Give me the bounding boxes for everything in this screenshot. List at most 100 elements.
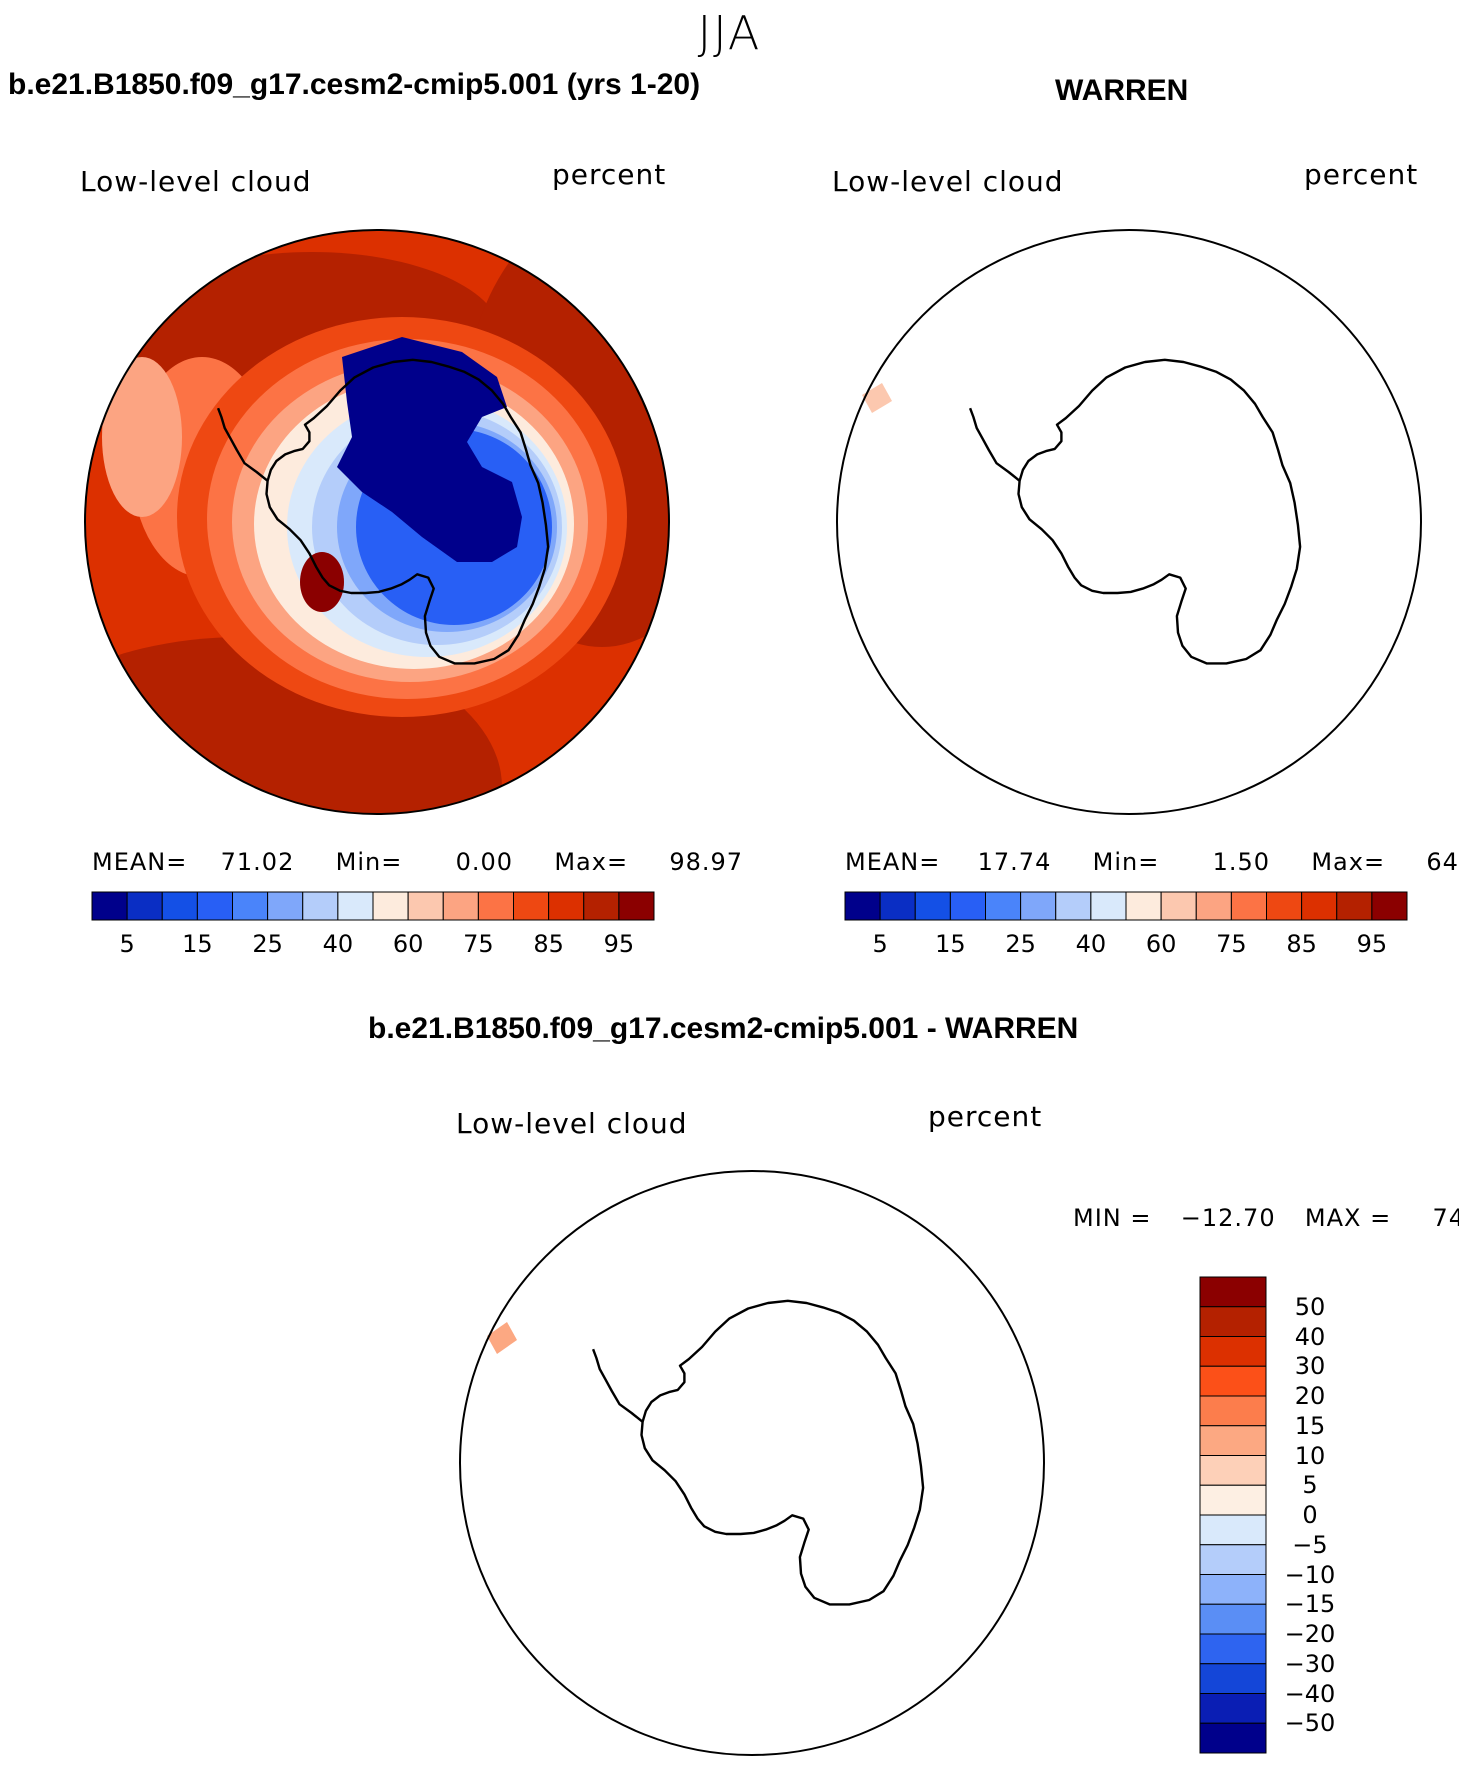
model-map	[84, 229, 670, 815]
diff-max-label: MAX =	[1304, 1204, 1392, 1232]
colorbar-swatch	[1199, 1425, 1267, 1456]
model-max-label: Max=	[554, 848, 629, 876]
colorbar-tick-label: 75	[1216, 930, 1247, 958]
diff-max-value: 74.19	[1432, 1204, 1459, 1232]
colorbar-tick-label: 75	[463, 930, 494, 958]
colorbar-swatch	[1199, 1574, 1267, 1605]
colorbar-swatch	[302, 891, 339, 921]
colorbar-swatch	[1020, 891, 1057, 921]
antarctica-coastline	[1017, 358, 1302, 665]
model-min-label: Min=	[335, 848, 403, 876]
colorbar-tick-label: 95	[1356, 930, 1388, 958]
obs-panel-title: WARREN	[1055, 74, 1189, 107]
map-border	[84, 229, 670, 815]
colorbar-tick-label: 10	[1294, 1441, 1326, 1470]
colorbar-swatch	[407, 891, 444, 921]
colorbar-tick-label: 5	[1302, 1471, 1318, 1500]
interior-minimum	[337, 337, 522, 562]
obs-max-label: Max=	[1311, 848, 1386, 876]
colorbar-swatch	[583, 891, 620, 921]
colorbar-tick-label: −40	[1284, 1679, 1336, 1708]
colorbar-tick-label: 5	[119, 930, 135, 958]
model-units-label: percent	[552, 158, 667, 191]
model-field-label: Low-level cloud	[80, 165, 312, 198]
colorbar-tick-label: 40	[322, 930, 354, 958]
diff-stats-row: MIN = −12.70 MAX = 74.19	[1073, 1204, 1459, 1232]
colorbar-swatch	[161, 891, 198, 921]
colorbar-swatch	[1199, 1633, 1267, 1665]
colorbar-tick-label: 0	[1302, 1501, 1318, 1529]
colorbar-swatch	[1199, 1693, 1267, 1724]
colorbar-tick-label: 50	[1294, 1292, 1326, 1321]
map-border	[836, 229, 1422, 815]
model-mean-label: MEAN=	[92, 848, 188, 876]
colorbar-tick-label: 60	[392, 930, 424, 958]
colorbar-swatch	[1230, 891, 1267, 921]
obs-min-value: 1.50	[1212, 848, 1271, 876]
model-colorbar	[91, 891, 655, 921]
obs-stats-row: MEAN= 17.74 Min= 1.50 Max= 64.09	[845, 848, 1459, 876]
colorbar-swatch	[618, 891, 655, 921]
colorbar-tick-label: −20	[1284, 1620, 1336, 1648]
colorbar-swatch	[1195, 891, 1232, 921]
colorbar-tick-label: −15	[1284, 1590, 1336, 1619]
colorbar-tick-label: 40	[1075, 930, 1107, 958]
colorbar-tick-label: 85	[1286, 930, 1317, 958]
colorbar-swatch	[1199, 1722, 1267, 1754]
colorbar-tick-label: 15	[1294, 1411, 1326, 1440]
obs-units-label: percent	[1304, 158, 1419, 191]
season-title: JJA	[697, 6, 762, 60]
obs-mean-label: MEAN=	[845, 848, 941, 876]
colorbar-swatch	[914, 891, 951, 921]
obs-colorbar-ticks: 5 15 25 40 60 75 85 95	[843, 930, 1409, 960]
peninsula-high	[300, 552, 344, 612]
map-border	[459, 1170, 1045, 1756]
colorbar-swatch	[1301, 891, 1338, 921]
colorbar-swatch	[372, 891, 409, 921]
diff-min-value: −12.70	[1180, 1204, 1276, 1232]
diff-map	[459, 1170, 1045, 1756]
obs-field-label: Low-level cloud	[832, 165, 1064, 198]
colorbar-tick-label: 5	[872, 930, 888, 958]
diff-cloud-patch	[487, 1322, 517, 1354]
colorbar-swatch	[1371, 891, 1408, 921]
colorbar-tick-label: 85	[533, 930, 564, 958]
colorbar-swatch	[1199, 1514, 1267, 1546]
colorbar-tick-label: 15	[182, 930, 213, 958]
obs-mean-value: 17.74	[977, 848, 1052, 876]
colorbar-swatch	[477, 891, 514, 921]
colorbar-swatch	[232, 891, 269, 921]
colorbar-swatch	[1199, 1484, 1267, 1516]
colorbar-swatch	[1199, 1306, 1267, 1337]
colorbar-swatch	[267, 891, 304, 921]
colorbar-swatch	[91, 891, 128, 921]
colorbar-swatch	[548, 891, 585, 921]
diff-units-label: percent	[928, 1100, 1043, 1133]
model-mean-value: 71.02	[220, 848, 295, 876]
colorbar-swatch	[1055, 891, 1092, 921]
colorbar-swatch	[1199, 1336, 1267, 1367]
colorbar-swatch	[337, 891, 374, 921]
model-panel-title: b.e21.B1850.f09_g17.cesm2-cmip5.001 (yrs…	[8, 68, 701, 101]
obs-min-label: Min=	[1092, 848, 1160, 876]
diff-colorbar-ticks: 50 40 30 20 15 10 5 0 −5 −10 −15 −20 −30 −40 −50	[1275, 1275, 1365, 1755]
diff-colorbar	[1199, 1276, 1267, 1754]
peninsula-coastline	[591, 1347, 644, 1424]
colorbar-swatch	[1199, 1663, 1267, 1694]
antarctica-coastline	[640, 1299, 925, 1606]
colorbar-tick-label: −10	[1284, 1560, 1336, 1589]
colorbar-tick-label: 25	[252, 930, 283, 958]
colorbar-tick-label: 25	[1005, 930, 1036, 958]
colorbar-tick-label: 20	[1294, 1382, 1326, 1410]
colorbar-tick-label: 60	[1145, 930, 1177, 958]
obs-colorbar	[844, 891, 1408, 921]
colorbar-swatch	[844, 891, 881, 921]
model-max-value: 98.97	[669, 848, 744, 876]
colorbar-tick-label: 95	[603, 930, 635, 958]
colorbar-swatch	[1090, 891, 1127, 921]
colorbar-swatch	[196, 891, 233, 921]
colorbar-swatch	[1125, 891, 1162, 921]
model-colorbar-ticks: 5 15 25 40 60 75 85 95	[90, 930, 656, 960]
colorbar-swatch	[1199, 1455, 1267, 1486]
colorbar-swatch	[1199, 1603, 1267, 1635]
